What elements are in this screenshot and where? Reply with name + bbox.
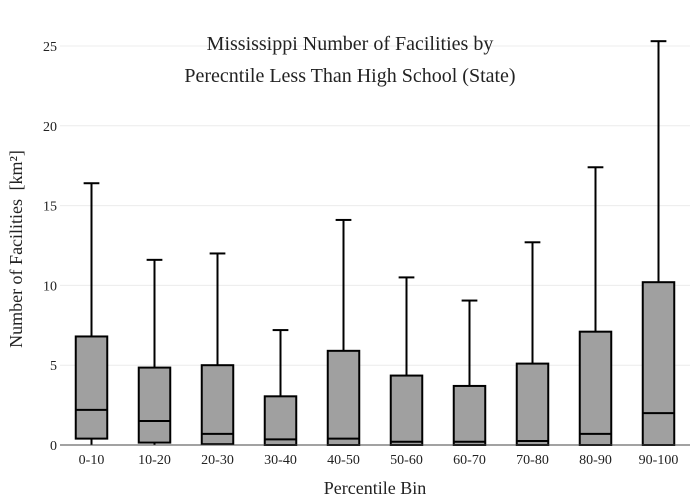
iqr-box (326, 349, 361, 447)
y-tick-label: 20 (43, 120, 57, 135)
x-tick-label: 60-70 (453, 453, 486, 468)
x-tick-label: 40-50 (327, 453, 360, 468)
x-tick-label: 90-100 (639, 453, 679, 468)
y-tick-labels: 0 5 10 15 20 25 (43, 40, 57, 454)
box-80-90 (578, 166, 613, 446)
box-40-50 (326, 218, 361, 447)
x-tick-label: 0-10 (79, 453, 105, 468)
y-tick-label: 15 (43, 200, 57, 215)
y-axis-label: Number of Facilities (6, 199, 26, 348)
x-tick-label: 70-80 (516, 453, 549, 468)
box-30-40 (263, 329, 298, 447)
box-20-30 (200, 252, 235, 446)
box-0-10 (74, 182, 109, 445)
y-axis-unit: [km²] (6, 150, 26, 190)
box-series (74, 40, 676, 447)
box-10-20 (137, 258, 172, 445)
x-tick-label: 20-30 (201, 453, 234, 468)
x-tick-label: 10-20 (138, 453, 171, 468)
iqr-box (515, 362, 550, 447)
iqr-box (263, 395, 298, 447)
iqr-box (137, 366, 172, 444)
y-tick-label: 5 (50, 359, 57, 374)
y-tick-label: 25 (43, 40, 57, 55)
box-90-100 (641, 40, 676, 447)
x-tick-label: 30-40 (264, 453, 297, 468)
iqr-box (452, 384, 487, 447)
x-axis-label: Percentile Bin (324, 478, 426, 498)
y-axis-label-group: Number of Facilities [km²] (6, 150, 26, 348)
iqr-box (200, 364, 235, 446)
x-tick-label: 80-90 (579, 453, 612, 468)
chart-title-line-2: Perecntile Less Than High School (State) (184, 65, 515, 87)
y-tick-label: 0 (50, 439, 57, 454)
box-70-80 (515, 241, 550, 447)
x-tick-labels: 0-10 10-20 20-30 30-40 40-50 50-60 60-70 70-80 8… (79, 453, 679, 468)
iqr-box (641, 281, 676, 447)
iqr-box (578, 330, 613, 446)
chart-title-line-1: Mississippi Number of Facilities by (207, 33, 494, 55)
box-50-60 (389, 276, 424, 447)
iqr-box (389, 374, 424, 447)
y-tick-label: 10 (43, 279, 57, 294)
x-tick-label: 50-60 (390, 453, 423, 468)
iqr-box (74, 335, 109, 440)
box-60-70 (452, 299, 487, 447)
